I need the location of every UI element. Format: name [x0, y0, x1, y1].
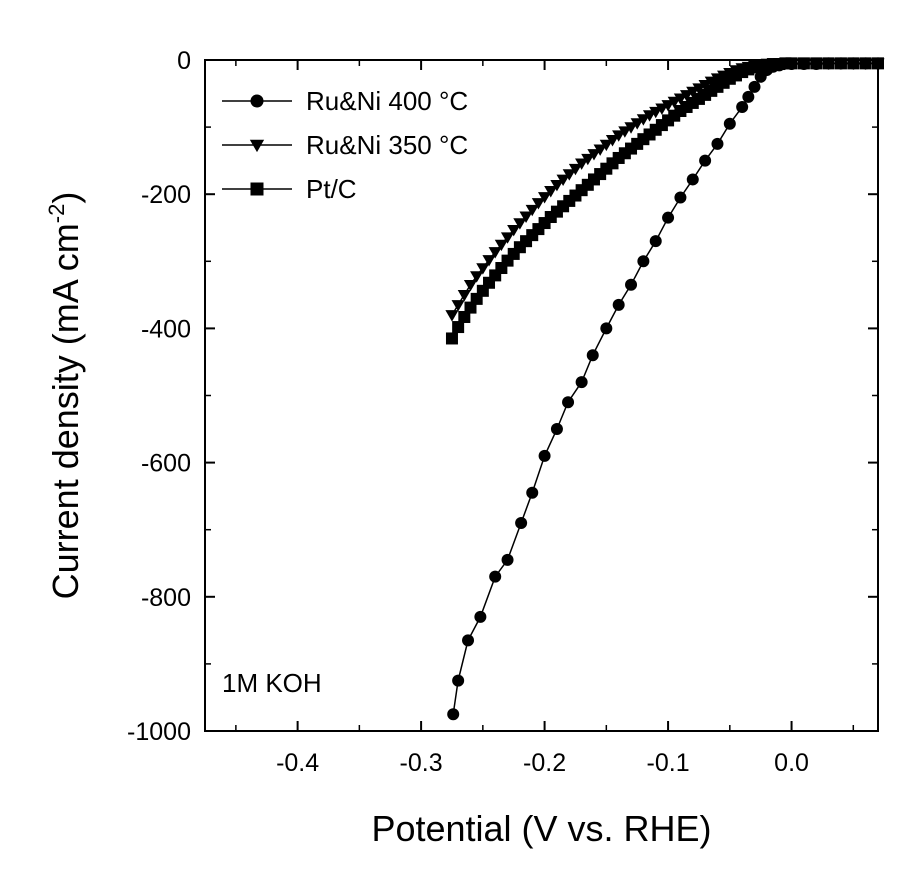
data-point [526, 487, 538, 499]
data-point [823, 57, 835, 69]
y-tick-label: -200 [141, 181, 191, 209]
x-tick-label: -0.2 [523, 749, 566, 777]
data-point [502, 554, 514, 566]
data-point [736, 101, 748, 113]
data-point [462, 634, 474, 646]
legend-label: Ru&Ni 350 °C [306, 130, 468, 160]
legend-entry-1: Ru&Ni 350 °C [222, 130, 468, 160]
data-point [447, 708, 459, 720]
y-axis-title-close: ) [45, 192, 86, 204]
y-tick-label: -400 [141, 315, 191, 343]
data-point [551, 423, 563, 435]
series-1 [445, 59, 884, 322]
data-point [539, 450, 551, 462]
legend-entry-2: Pt/C [222, 174, 357, 204]
y-tick-label: -800 [141, 584, 191, 612]
data-point [576, 376, 588, 388]
data-point [613, 299, 625, 311]
x-tick-label: -0.1 [647, 749, 690, 777]
y-axis-title: Current density (mA cm-2) [44, 192, 86, 600]
x-axis-title: Potential (V vs. RHE) [371, 808, 711, 849]
data-point [687, 173, 699, 185]
data-point [860, 57, 872, 69]
data-point [464, 280, 477, 291]
data-point [749, 81, 761, 93]
data-point [742, 91, 754, 103]
data-point [600, 322, 612, 334]
x-tick-label: -0.3 [400, 749, 443, 777]
y-axis-title-superscript: -2 [44, 204, 69, 224]
legend-marker [250, 140, 264, 152]
data-point [798, 57, 810, 69]
data-point [445, 310, 458, 321]
data-point [810, 57, 822, 69]
data-point [872, 57, 884, 69]
data-point [587, 349, 599, 361]
x-tick-label: -0.4 [276, 749, 319, 777]
legend: Ru&Ni 400 °C Ru&Ni 350 °C Pt/C [222, 86, 468, 204]
data-point [847, 57, 859, 69]
axis-ticks [205, 60, 878, 731]
data-point [674, 192, 686, 204]
data-point [786, 57, 798, 69]
data-point [452, 300, 465, 311]
y-tick-label: -600 [141, 450, 191, 478]
data-point [699, 155, 711, 167]
x-tick-label: 0.0 [774, 749, 809, 777]
series-line [453, 63, 878, 714]
data-point [489, 571, 501, 583]
plot-frame [205, 60, 878, 731]
data-point [835, 57, 847, 69]
data-point [625, 279, 637, 291]
legend-marker [251, 183, 264, 196]
series-0 [447, 57, 884, 720]
data-point [662, 212, 674, 224]
legend-label: Pt/C [306, 174, 357, 204]
data-point [724, 118, 736, 130]
data-point [650, 235, 662, 247]
legend-label: Ru&Ni 400 °C [306, 86, 468, 116]
legend-marker [251, 95, 264, 108]
data-point [452, 675, 464, 687]
data-point [446, 332, 458, 344]
annotation-electrolyte: 1M KOH [222, 668, 322, 698]
data-point [515, 517, 527, 529]
y-tick-label: -1000 [127, 718, 191, 746]
data-point [637, 255, 649, 267]
y-axis-title-main: Current density (mA cm [45, 223, 86, 599]
legend-entry-0: Ru&Ni 400 °C [222, 86, 468, 116]
data-point [711, 138, 723, 150]
data-point [474, 611, 486, 623]
data-point [562, 396, 574, 408]
series-layer [445, 57, 884, 720]
data-point [458, 290, 471, 301]
y-tick-label: 0 [177, 47, 191, 75]
